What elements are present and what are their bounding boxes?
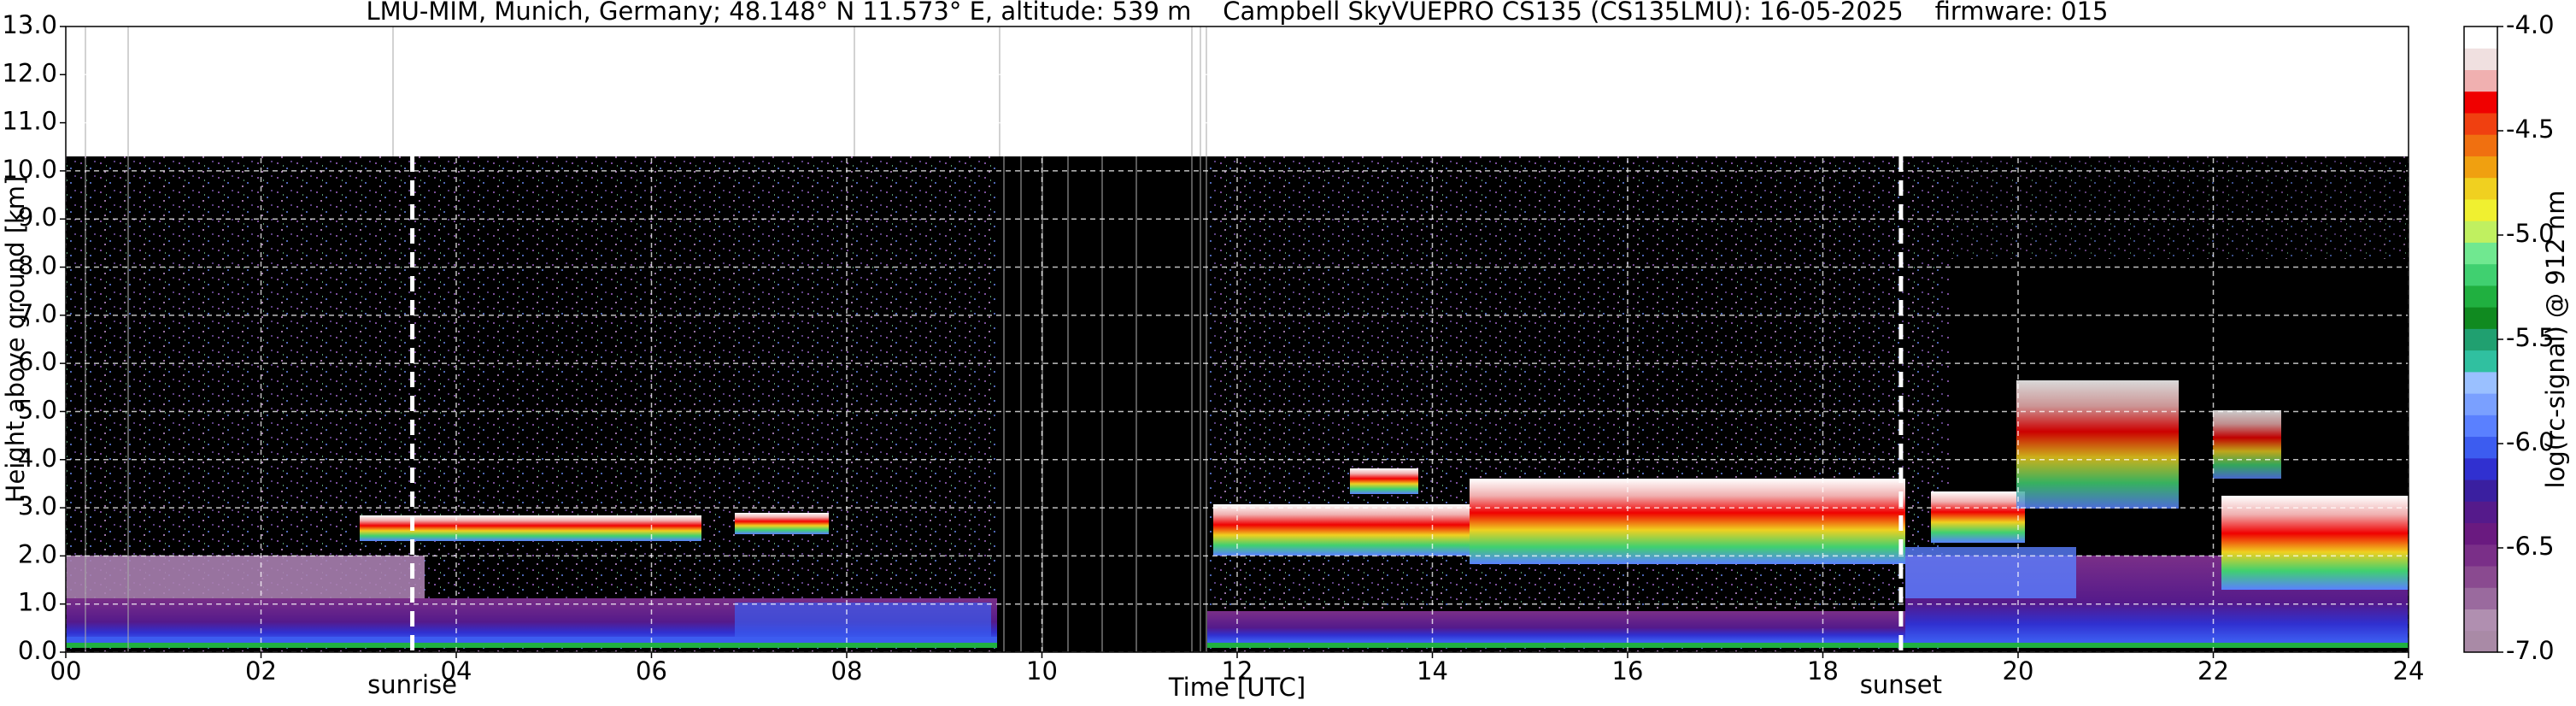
colorbar-swatch [2464,522,2497,545]
x-tick-label: 22 [2198,656,2229,685]
colorbar-swatch [2464,393,2497,415]
chart-title: LMU-MIM, Munich, Germany; 48.148° N 11.5… [367,0,2109,26]
colorbar-swatch [2464,350,2497,373]
y-tick-label: 8.0 [18,251,57,280]
x-tick-label: 04 [441,656,472,685]
colorbar-swatch [2464,328,2497,351]
colorbar-tick-label: -4.5 [2506,115,2555,144]
colorbar-swatch [2464,48,2497,70]
colorbar-swatch [2464,156,2497,179]
annotation-label: sunrise [367,670,457,699]
x-tick-label: 00 [50,656,82,685]
x-tick-label: 18 [1807,656,1839,685]
colorbar-swatch [2464,198,2497,221]
colorbar-swatch [2464,457,2497,480]
x-axis-label: Time [UTC] [1168,673,1306,702]
y-tick-label: 9.0 [18,203,57,232]
colorbar-swatch [2464,242,2497,265]
colorbar-swatch [2464,501,2497,524]
y-tick-label: 3.0 [18,491,57,521]
x-tick-label: 16 [1612,656,1644,685]
y-tick-label: 2.0 [18,539,57,568]
colorbar-swatch [2464,436,2497,459]
colorbar-swatch [2464,263,2497,286]
plot-frame [65,26,2409,653]
colorbar-swatch [2464,134,2497,156]
y-tick-label: 13.0 [2,10,57,39]
x-tick-label: 20 [2003,656,2034,685]
y-tick-label: 5.0 [18,395,57,424]
annotation-label: sunset [1860,670,1942,699]
y-tick-label: 0.0 [18,636,57,665]
y-axis-label: Height above ground [km] [1,176,30,503]
colorbar-swatch [2464,544,2497,567]
colorbar-swatch [2464,221,2497,243]
colorbar-swatch [2464,69,2497,92]
colorbar-tick-label: -7.0 [2506,636,2555,665]
colorbar-swatch [2464,112,2497,135]
x-tick-label: 06 [636,656,667,685]
colorbar-tick-label: -5.5 [2506,323,2555,352]
y-tick-label: 10.0 [2,155,57,184]
colorbar-label: log(rc-signal) @ 912 nm [2541,191,2570,489]
x-tick-label: 02 [245,656,277,685]
x-tick-label: 10 [1026,656,1058,685]
y-tick-label: 6.0 [18,347,57,376]
colorbar-swatch [2464,371,2497,394]
axes [60,26,2409,658]
colorbar-swatch [2464,91,2497,114]
x-tick-label: 08 [831,656,863,685]
x-tick-label: 24 [2393,656,2425,685]
colorbar-tick-label: -6.5 [2506,532,2555,561]
backscatter-image [66,26,2409,652]
y-tick-label: 4.0 [18,444,57,473]
colorbar-swatch [2464,415,2497,438]
x-tick-label: 14 [1417,656,1448,685]
y-tick-label: 1.0 [18,588,57,617]
colorbar-swatch [2464,307,2497,329]
colorbar-swatch [2464,479,2497,502]
colorbar-tick-label: -6.0 [2506,427,2555,456]
x-tick-label: 12 [1222,656,1253,685]
colorbar-swatch [2464,285,2497,308]
colorbar-swatch [2464,587,2497,610]
colorbar-swatch [2464,566,2497,588]
y-tick-label: 12.0 [2,58,57,87]
colorbar-swatch [2464,177,2497,200]
colorbar-swatch [2464,609,2497,632]
y-tick-label: 11.0 [2,107,57,136]
y-tick-label: 7.0 [18,299,57,328]
colorbar-tick-label: -4.0 [2506,10,2555,39]
colorbar-tick-label: -5.0 [2506,219,2555,248]
colorbar-swatch [2464,26,2497,49]
colorbar-swatch [2464,630,2497,653]
